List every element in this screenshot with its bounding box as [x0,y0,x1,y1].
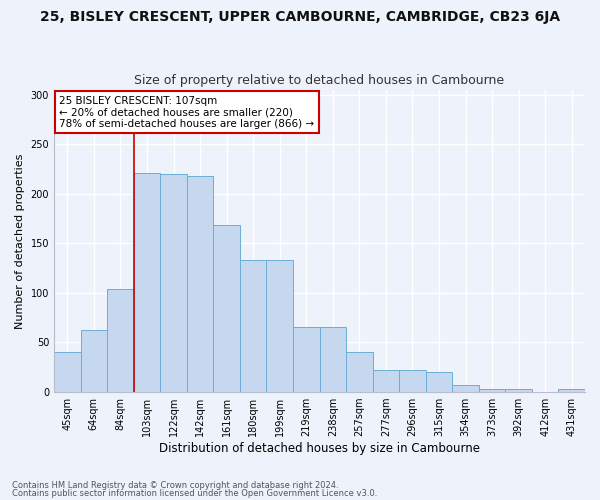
Text: 25 BISLEY CRESCENT: 107sqm
← 20% of detached houses are smaller (220)
78% of sem: 25 BISLEY CRESCENT: 107sqm ← 20% of deta… [59,96,314,129]
Bar [559,389,585,392]
Bar [399,370,426,392]
Bar [266,260,293,392]
Bar [479,389,505,392]
Bar [426,372,452,392]
Bar [134,173,160,392]
Bar [505,389,532,392]
Bar [214,226,240,392]
Bar [346,352,373,392]
Text: 25, BISLEY CRESCENT, UPPER CAMBOURNE, CAMBRIDGE, CB23 6JA: 25, BISLEY CRESCENT, UPPER CAMBOURNE, CA… [40,10,560,24]
Title: Size of property relative to detached houses in Cambourne: Size of property relative to detached ho… [134,74,505,87]
Text: Contains HM Land Registry data © Crown copyright and database right 2024.: Contains HM Land Registry data © Crown c… [12,481,338,490]
Bar [373,370,399,392]
Bar [452,385,479,392]
Bar [320,326,346,392]
Bar [160,174,187,392]
Text: Contains public sector information licensed under the Open Government Licence v3: Contains public sector information licen… [12,488,377,498]
X-axis label: Distribution of detached houses by size in Cambourne: Distribution of detached houses by size … [159,442,480,455]
Y-axis label: Number of detached properties: Number of detached properties [15,153,25,328]
Bar [293,326,320,392]
Bar [240,260,266,392]
Bar [187,176,214,392]
Bar [80,330,107,392]
Bar [107,289,134,392]
Bar [54,352,80,392]
